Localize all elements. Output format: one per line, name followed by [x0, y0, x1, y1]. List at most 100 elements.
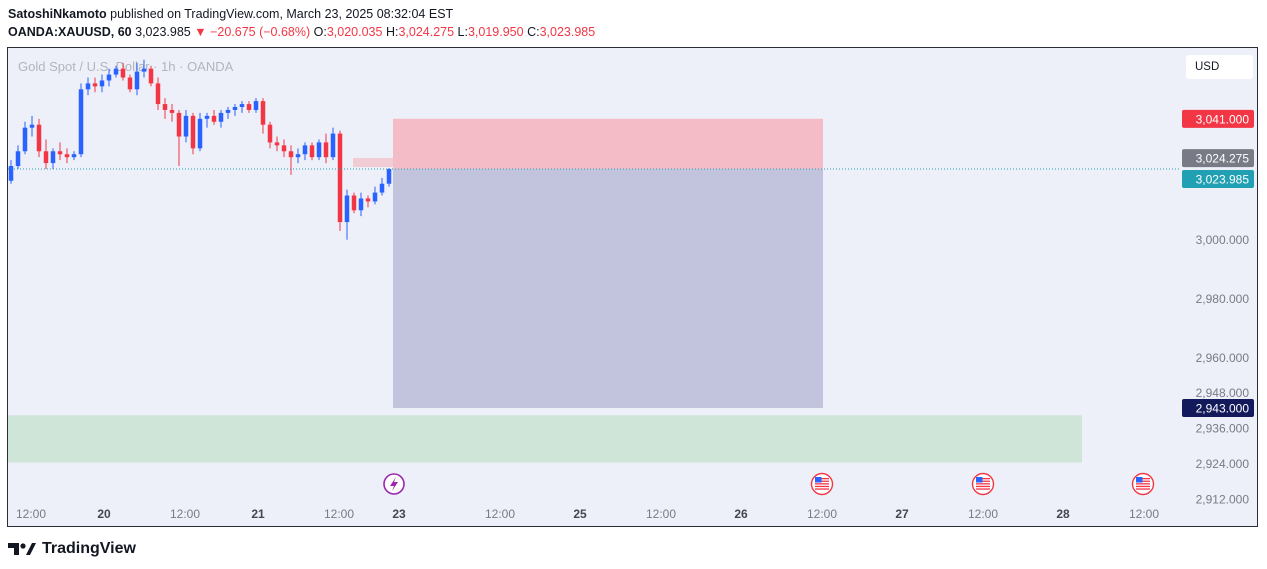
- candle: [253, 98, 259, 113]
- candle: [99, 74, 105, 93]
- candle: [50, 148, 56, 169]
- price-badge-label: 3,024.275: [1196, 152, 1250, 166]
- take-profit-zone: [393, 169, 823, 408]
- candle-body: [22, 127, 28, 152]
- candle-body: [358, 198, 364, 211]
- candle-body: [148, 68, 154, 84]
- candle-body: [288, 151, 294, 158]
- candle: [274, 136, 280, 152]
- candle: [379, 177, 385, 196]
- candle-body: [92, 83, 98, 87]
- candle: [344, 189, 350, 240]
- us-flag-event-icon: [971, 472, 995, 496]
- candle: [386, 168, 392, 187]
- candle-body: [64, 154, 70, 158]
- candle-body: [190, 115, 196, 149]
- candle: [22, 121, 28, 155]
- candle-body: [281, 145, 287, 152]
- candle-body: [386, 169, 392, 184]
- candle: [190, 112, 196, 155]
- candle: [155, 77, 161, 110]
- candle: [162, 98, 168, 119]
- candle: [288, 145, 294, 175]
- candle-body: [302, 145, 308, 155]
- candle-body: [316, 142, 322, 158]
- flag-stripe: [1136, 483, 1150, 485]
- candle: [120, 62, 126, 81]
- candle-body: [323, 142, 329, 158]
- price-badge-label: 2,943.000: [1196, 401, 1250, 415]
- candle: [36, 118, 42, 158]
- candle-body: [267, 124, 273, 143]
- candle-body: [365, 198, 371, 202]
- candle-body: [8, 166, 14, 181]
- candle: [267, 121, 273, 149]
- open-label: O:: [313, 25, 327, 39]
- candle: [211, 109, 217, 125]
- candle-body: [309, 145, 315, 158]
- candle-body: [239, 104, 245, 108]
- candle: [78, 83, 84, 158]
- candle: [106, 68, 112, 87]
- y-tick-label: 2,912.000: [1196, 492, 1250, 506]
- candle: [260, 98, 266, 134]
- high-label: H:: [385, 25, 399, 39]
- candle-body: [141, 68, 147, 72]
- candle: [309, 142, 315, 161]
- y-tick-label: 2,980.000: [1196, 292, 1250, 306]
- candle-body: [36, 124, 42, 152]
- flag-stripe: [815, 483, 829, 485]
- symbol-label: OANDA:XAUUSD, 60: [8, 25, 132, 39]
- tradingview-logo-icon: [8, 543, 36, 555]
- candle: [197, 112, 203, 152]
- flag-canton: [976, 477, 983, 483]
- candle-body: [106, 74, 112, 81]
- us-flag-event-icon: [1131, 472, 1155, 496]
- candle: [204, 112, 210, 128]
- candle-body: [246, 104, 252, 110]
- candle-body: [155, 83, 161, 105]
- flag-stripe: [815, 480, 829, 482]
- flag-stripe: [976, 478, 990, 480]
- x-tick-label: 12:00: [16, 507, 46, 521]
- currency-button[interactable]: USD: [1186, 55, 1253, 79]
- candle-body: [344, 195, 350, 223]
- tradingview-logo[interactable]: TradingView: [8, 540, 136, 558]
- price-badge-bg: [1182, 109, 1254, 128]
- x-tick-label: 12:00: [485, 507, 515, 521]
- candle-body: [169, 109, 175, 113]
- candle-body: [43, 151, 49, 164]
- candle: [302, 142, 308, 161]
- candle-body: [78, 89, 84, 155]
- candle: [316, 139, 322, 161]
- candle-body: [197, 118, 203, 149]
- candle: [134, 62, 140, 96]
- candle: [85, 77, 91, 96]
- y-tick-label: 2,936.000: [1196, 422, 1250, 436]
- candle: [127, 74, 133, 93]
- x-tick-label: 25: [573, 507, 587, 521]
- candle: [64, 148, 70, 164]
- flag-stripe: [976, 485, 990, 488]
- candle: [183, 109, 189, 143]
- candle-body: [113, 68, 119, 75]
- candle-body: [295, 154, 301, 158]
- author-name[interactable]: SatoshiNkamoto: [8, 7, 107, 21]
- candle: [218, 109, 224, 128]
- candle: [323, 133, 329, 164]
- candle-body: [204, 115, 210, 119]
- price-badge-bg: [1182, 149, 1254, 168]
- candle-body: [57, 151, 63, 155]
- y-tick-label: 2,924.000: [1196, 457, 1250, 471]
- candle-body: [379, 183, 385, 193]
- flag-stripe: [815, 488, 829, 490]
- candle: [43, 139, 49, 169]
- x-tick-label: 12:00: [324, 507, 354, 521]
- candle: [337, 130, 343, 231]
- x-tick-label: 21: [251, 507, 265, 521]
- candle-body: [372, 192, 378, 202]
- candle: [148, 65, 154, 87]
- candle-body: [337, 133, 343, 223]
- y-tick-label: 2,948.000: [1196, 386, 1250, 400]
